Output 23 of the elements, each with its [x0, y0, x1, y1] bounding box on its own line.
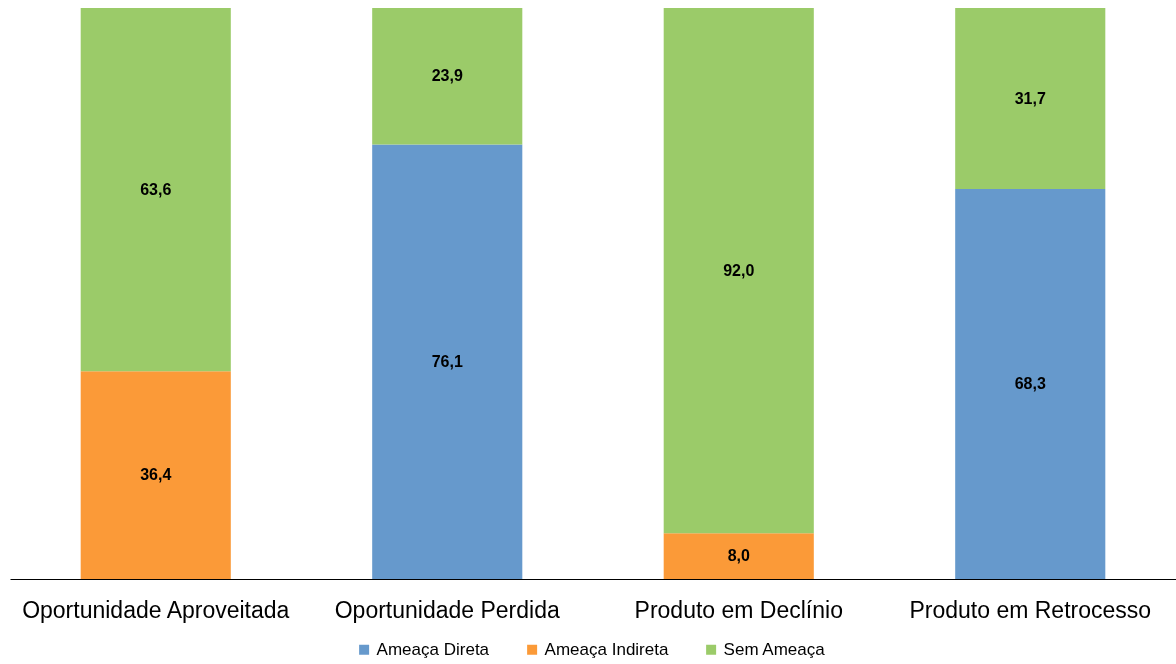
bar — [955, 8, 1106, 190]
legend-label: Ameaça Direta — [376, 639, 490, 659]
legend-label: Ameaça Indireta — [544, 639, 669, 659]
bar — [80, 371, 231, 579]
data-label: 76,1 — [431, 352, 463, 370]
x-tick-label: Produto em Retrocesso — [909, 596, 1152, 623]
data-label: 68,3 — [1014, 375, 1046, 392]
data-label: 23,9 — [431, 67, 463, 85]
x-tick-label: Produto em Declínio — [634, 596, 843, 623]
bar — [372, 8, 523, 145]
bar — [955, 189, 1106, 579]
bar — [80, 8, 231, 372]
data-label: 31,7 — [1014, 89, 1046, 107]
legend-label: Sem Ameaça — [723, 639, 826, 659]
data-label: 92,0 — [723, 261, 755, 279]
data-label: 63,6 — [140, 180, 172, 198]
bar — [663, 8, 814, 534]
bar — [372, 144, 523, 579]
x-tick-label: Oportunidade Aproveitada — [22, 596, 290, 623]
data-label: 36,4 — [140, 466, 172, 484]
x-tick-label: Oportunidade Perdida — [334, 596, 560, 623]
data-label: 8,0 — [727, 547, 750, 565]
bar — [663, 533, 814, 579]
